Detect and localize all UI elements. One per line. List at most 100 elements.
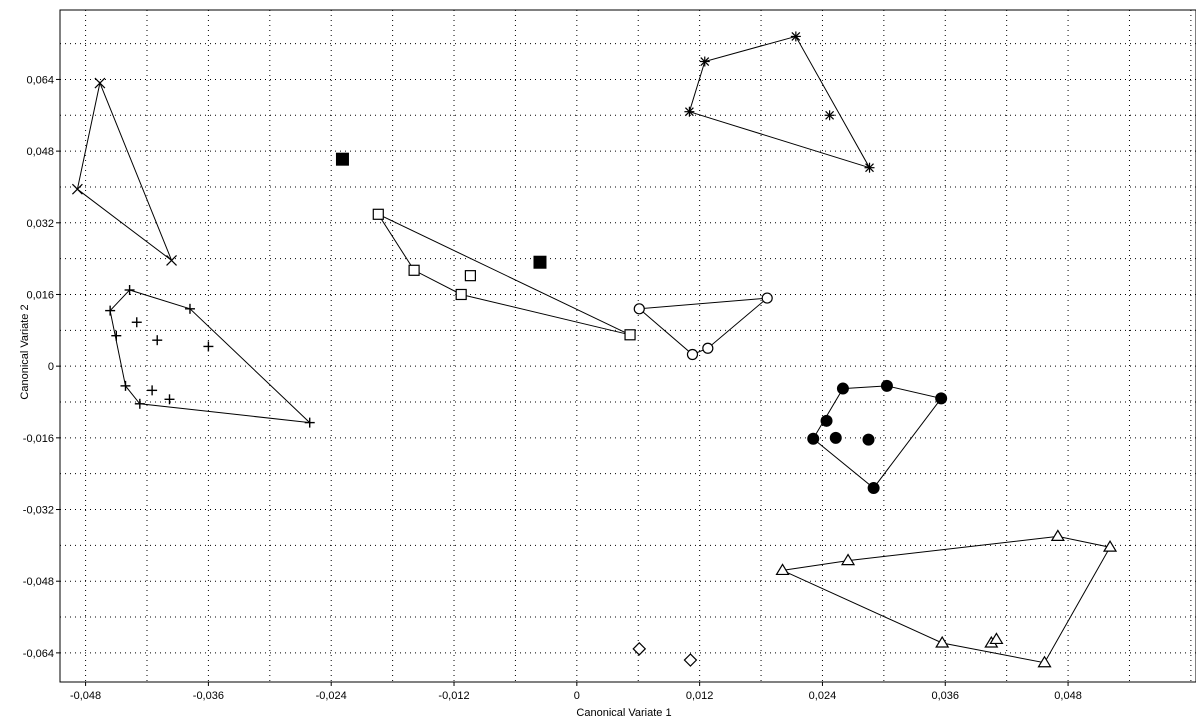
plus-marker [111, 330, 122, 341]
x-axis-title: Canonical Variate 1 [576, 707, 671, 719]
y-tick-label: 0,048 [26, 146, 54, 158]
y-tick-label: 0 [48, 361, 54, 373]
x-hull [76, 81, 173, 262]
marker-shape [1050, 529, 1065, 542]
marker-shape [1102, 539, 1118, 552]
plus-marker [124, 285, 135, 295]
circle-open-marker [633, 303, 645, 315]
x-tick-label: 0,024 [809, 690, 837, 702]
marker-shape [820, 414, 833, 427]
asterisk-marker [864, 162, 875, 173]
marker-shape [408, 264, 420, 276]
square-filled-marker [533, 255, 547, 269]
data-markers [71, 31, 1118, 668]
plus-marker [164, 394, 175, 405]
triangle-open-marker [1102, 539, 1118, 552]
x-tick-label: -0,012 [438, 690, 469, 702]
x-marker [166, 255, 177, 266]
marker-shape [775, 563, 790, 576]
diamond-open-marker [683, 653, 698, 667]
circle-filled-hull [812, 385, 943, 489]
x-tick-label: 0,048 [1054, 690, 1082, 702]
x-marker [94, 77, 106, 89]
y-tick-label: 0,016 [26, 289, 54, 301]
circle-filled-marker [836, 382, 849, 395]
circle-filled-marker [862, 433, 875, 446]
triangle-open-marker [989, 632, 1004, 645]
marker-shape [683, 653, 698, 667]
square-open-marker [408, 264, 420, 276]
y-tick-label: -0,064 [23, 648, 54, 660]
marker-stroke [825, 110, 835, 120]
circle-filled-marker [935, 392, 948, 405]
marker-shape [624, 329, 636, 341]
square-filled-marker [335, 152, 349, 166]
marker-shape [335, 152, 349, 166]
triangle-open-marker [935, 635, 950, 648]
square-open-marker [455, 288, 467, 301]
asterisk-marker [790, 31, 801, 42]
square-open-marker [372, 208, 384, 220]
marker-shape [935, 392, 948, 405]
y-tick-label: 0,032 [26, 218, 54, 230]
y-tick-label: 0,064 [26, 74, 54, 86]
marker-shape [633, 303, 645, 315]
marker-shape [867, 482, 880, 495]
plus-marker [152, 335, 163, 346]
triangle-open-marker [840, 553, 856, 566]
tick-labels: -0,048 -0,036 -0,024 -0,012 0 0,012 0,024 0,036… [23, 74, 1082, 702]
x-tick-label: -0,036 [193, 690, 224, 702]
circle-filled-marker [880, 379, 893, 392]
triangle-open-marker [775, 563, 790, 576]
marker-shape [632, 641, 647, 656]
marker-shape [807, 432, 820, 445]
marker-shape [935, 635, 950, 648]
marker-shape [836, 382, 849, 395]
y-tick-label: -0,016 [23, 433, 54, 445]
circle-filled-marker [807, 432, 820, 445]
x-tick-label: -0,024 [316, 690, 347, 702]
marker-shape [686, 348, 699, 361]
marker-stroke [791, 32, 801, 41]
marker-shape [702, 342, 714, 354]
marker-stroke [94, 77, 106, 89]
grid-lines [60, 10, 1196, 682]
x-tick-label: 0 [574, 690, 580, 702]
square-open-marker [624, 329, 636, 341]
x-tick-label: 0,036 [931, 690, 959, 702]
marker-shape [829, 431, 842, 444]
plus-marker [304, 417, 315, 428]
plus-marker [147, 385, 158, 396]
y-tick-label: -0,048 [23, 576, 54, 588]
marker-shape [761, 292, 773, 304]
marker-shape [862, 433, 875, 446]
marker-shape [372, 208, 384, 220]
marker-shape [533, 255, 547, 269]
circle-open-marker [702, 342, 714, 354]
plus-marker [120, 380, 131, 391]
marker-shape [455, 288, 467, 301]
marker-shape [880, 379, 893, 392]
marker-stroke [684, 107, 694, 117]
asterisk-marker [699, 56, 710, 67]
marker-shape [464, 270, 476, 282]
plus-marker [134, 398, 145, 409]
marker-stroke [700, 57, 710, 66]
marker-stroke [71, 183, 83, 195]
circle-filled-marker [820, 414, 833, 427]
diamond-open-marker [632, 641, 647, 656]
marker-shape [989, 632, 1004, 645]
circle-open-marker [686, 348, 699, 361]
marker-shape [1037, 655, 1052, 668]
plus-marker [105, 305, 116, 316]
triangle-open-marker [1037, 655, 1052, 668]
y-axis-title: Canonical Variate 2 [19, 304, 31, 399]
marker-stroke [166, 255, 177, 266]
x-marker [71, 183, 83, 195]
circle-open-marker [761, 292, 773, 304]
asterisk-marker [824, 110, 835, 121]
plus-marker [131, 317, 142, 328]
circle-filled-marker [867, 482, 880, 495]
